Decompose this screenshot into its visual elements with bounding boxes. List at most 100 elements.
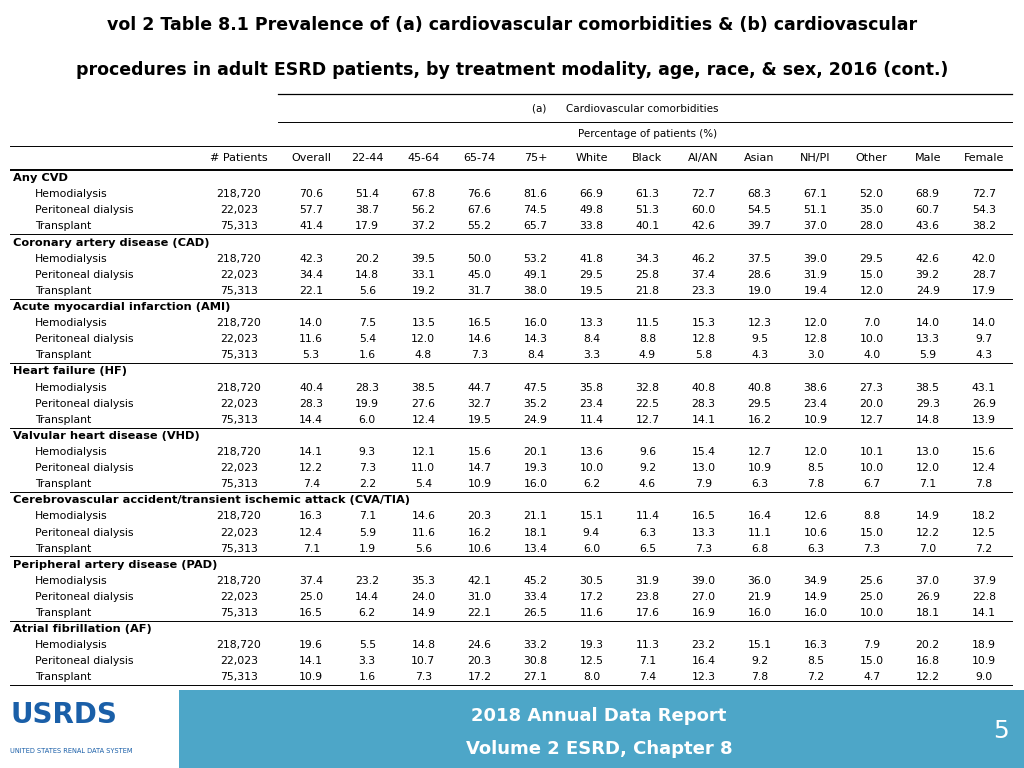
Text: 14.6: 14.6 [412, 511, 435, 521]
Text: 29.5: 29.5 [748, 399, 771, 409]
Text: 39.5: 39.5 [412, 253, 435, 263]
Text: 38.2: 38.2 [972, 221, 995, 231]
Text: 19.3: 19.3 [523, 463, 548, 473]
Text: 33.8: 33.8 [580, 221, 603, 231]
Text: 5.4: 5.4 [358, 334, 376, 344]
Text: 18.9: 18.9 [972, 641, 995, 650]
Text: 37.2: 37.2 [412, 221, 435, 231]
Text: 9.6: 9.6 [639, 447, 656, 457]
Text: 6.0: 6.0 [358, 415, 376, 425]
Text: 42.3: 42.3 [299, 253, 324, 263]
Text: 39.2: 39.2 [915, 270, 940, 280]
Text: 67.6: 67.6 [467, 205, 492, 215]
Text: 38.0: 38.0 [523, 286, 548, 296]
Text: 66.9: 66.9 [580, 189, 603, 199]
Text: 8.5: 8.5 [807, 463, 824, 473]
Text: 218,720: 218,720 [217, 189, 261, 199]
Text: 75,313: 75,313 [220, 350, 258, 360]
Text: Peritoneal dialysis: Peritoneal dialysis [35, 334, 134, 344]
Text: 12.7: 12.7 [859, 415, 884, 425]
Text: 37.5: 37.5 [748, 253, 771, 263]
Text: 60.0: 60.0 [691, 205, 716, 215]
Text: 28.7: 28.7 [972, 270, 995, 280]
Text: 1.6: 1.6 [358, 350, 376, 360]
Text: 218,720: 218,720 [217, 447, 261, 457]
Text: 12.1: 12.1 [412, 447, 435, 457]
Text: 22,023: 22,023 [220, 592, 258, 602]
Text: Transplant: Transplant [35, 479, 91, 489]
Text: 75+: 75+ [523, 153, 547, 163]
Text: Hemodialysis: Hemodialysis [35, 318, 108, 328]
Text: 13.3: 13.3 [580, 318, 603, 328]
Text: Hemodialysis: Hemodialysis [35, 511, 108, 521]
Text: 28.6: 28.6 [748, 270, 771, 280]
Text: 67.8: 67.8 [412, 189, 435, 199]
Text: 7.2: 7.2 [807, 673, 824, 683]
Text: 19.6: 19.6 [299, 641, 324, 650]
Text: 7.1: 7.1 [303, 544, 319, 554]
Text: 72.7: 72.7 [972, 189, 995, 199]
Text: 12.0: 12.0 [804, 318, 827, 328]
Text: 10.6: 10.6 [804, 528, 827, 538]
Text: 7.1: 7.1 [358, 511, 376, 521]
Text: 7.4: 7.4 [303, 479, 319, 489]
Text: Valvular heart disease (VHD): Valvular heart disease (VHD) [13, 431, 200, 441]
Text: 12.8: 12.8 [691, 334, 716, 344]
Text: 5.3: 5.3 [303, 350, 319, 360]
Text: 19.4: 19.4 [804, 286, 827, 296]
Text: 24.0: 24.0 [412, 592, 435, 602]
Text: 20.3: 20.3 [467, 511, 492, 521]
Text: 49.8: 49.8 [580, 205, 603, 215]
Text: 29.5: 29.5 [580, 270, 603, 280]
Text: 11.4: 11.4 [580, 415, 603, 425]
Text: 28.3: 28.3 [299, 399, 324, 409]
Text: 37.4: 37.4 [691, 270, 716, 280]
Text: # Patients: # Patients [210, 153, 268, 163]
Text: AI/AN: AI/AN [688, 153, 719, 163]
Text: 15.1: 15.1 [580, 511, 603, 521]
Text: 12.5: 12.5 [972, 528, 995, 538]
Text: Male: Male [914, 153, 941, 163]
Text: 6.3: 6.3 [639, 528, 656, 538]
Text: 44.7: 44.7 [467, 382, 492, 392]
Text: 6.0: 6.0 [583, 544, 600, 554]
Text: 3.3: 3.3 [358, 657, 376, 667]
Text: 68.3: 68.3 [748, 189, 771, 199]
Text: 24.9: 24.9 [915, 286, 940, 296]
Text: 15.1: 15.1 [748, 641, 771, 650]
Text: 12.2: 12.2 [299, 463, 324, 473]
Text: 8.4: 8.4 [583, 334, 600, 344]
Text: 16.4: 16.4 [748, 511, 771, 521]
Text: 14.8: 14.8 [915, 415, 940, 425]
Text: 14.1: 14.1 [299, 447, 324, 457]
Text: 5.5: 5.5 [358, 641, 376, 650]
Text: 25.8: 25.8 [636, 270, 659, 280]
Text: 74.5: 74.5 [523, 205, 548, 215]
Text: 9.0: 9.0 [975, 673, 992, 683]
Text: 23.2: 23.2 [355, 576, 379, 586]
Text: vol 2 Table 8.1 Prevalence of (a) cardiovascular comorbidities & (b) cardiovascu: vol 2 Table 8.1 Prevalence of (a) cardio… [106, 16, 918, 35]
Text: Transplant: Transplant [35, 544, 91, 554]
Text: 35.0: 35.0 [859, 205, 884, 215]
Text: 17.2: 17.2 [467, 673, 492, 683]
Text: Overall: Overall [291, 153, 331, 163]
Text: 9.2: 9.2 [639, 463, 656, 473]
Text: 39.0: 39.0 [691, 576, 716, 586]
Text: 26.9: 26.9 [915, 592, 940, 602]
Text: 7.3: 7.3 [863, 544, 881, 554]
Text: 55.2: 55.2 [467, 221, 492, 231]
Text: 72.7: 72.7 [691, 189, 716, 199]
Text: 19.2: 19.2 [412, 286, 435, 296]
Text: 22,023: 22,023 [220, 334, 258, 344]
Text: 12.2: 12.2 [915, 528, 940, 538]
Text: 13.0: 13.0 [691, 463, 716, 473]
Text: 13.9: 13.9 [972, 415, 995, 425]
Text: 75,313: 75,313 [220, 221, 258, 231]
Text: 7.9: 7.9 [695, 479, 712, 489]
Text: 20.3: 20.3 [467, 657, 492, 667]
Text: 20.0: 20.0 [859, 399, 884, 409]
Text: 54.3: 54.3 [972, 205, 995, 215]
Text: 19.0: 19.0 [748, 286, 772, 296]
Text: 10.1: 10.1 [859, 447, 884, 457]
Text: 53.2: 53.2 [523, 253, 548, 263]
